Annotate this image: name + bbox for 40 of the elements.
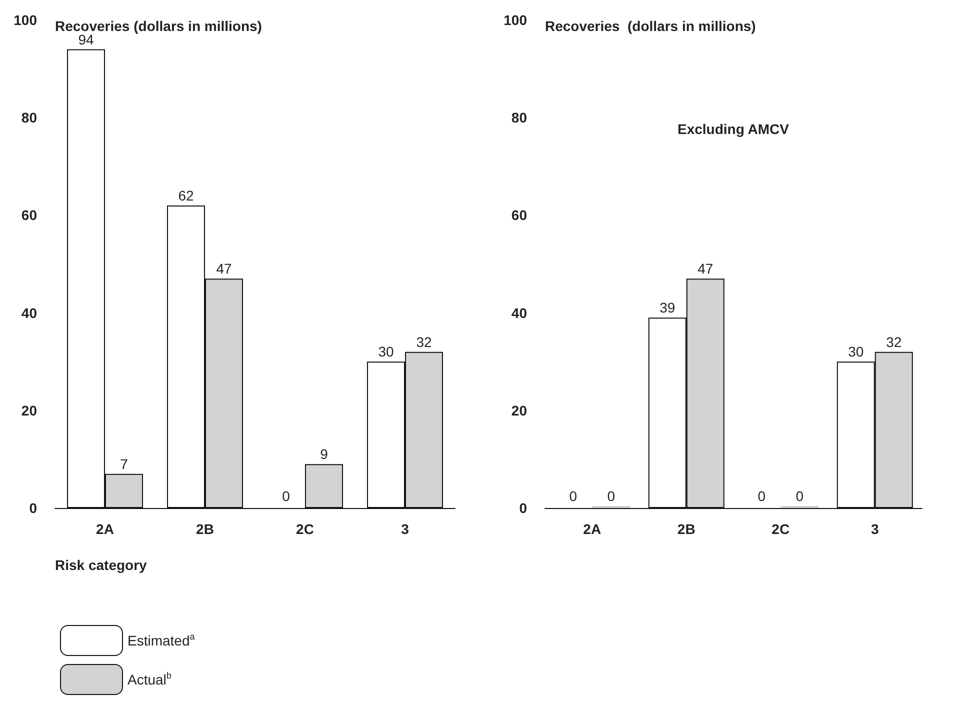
data-label: 47 (216, 260, 232, 277)
data-label: 94 (78, 31, 94, 48)
x-tick-label: 2A (583, 521, 602, 537)
x-tick-label: 2B (196, 521, 214, 537)
x-tick-label: 2A (96, 521, 114, 537)
y-tick-label: 80 (21, 110, 38, 126)
y-tick-label: 0 (519, 500, 528, 516)
data-label: 32 (886, 334, 902, 350)
y-tick-label: 60 (21, 207, 38, 224)
y-axis-title: Recoveries (dollars in millions) (545, 18, 756, 34)
y-tick-label: 100 (504, 12, 528, 28)
data-label: 32 (416, 334, 432, 350)
data-label: 47 (698, 260, 714, 277)
y-axis-title: Recoveries (dollars in millions) (55, 18, 262, 34)
y-tick-label: 40 (21, 304, 38, 321)
data-label: 7 (120, 456, 128, 472)
data-label: 9 (320, 446, 328, 462)
data-label: 0 (569, 488, 578, 504)
y-tick-label: 80 (511, 110, 528, 126)
x-tick-label: 3 (870, 521, 879, 537)
x-tick-label: 2B (677, 521, 696, 537)
x-tick-label: 3 (401, 521, 410, 537)
data-label: 0 (796, 488, 804, 504)
data-label: 30 (848, 344, 864, 360)
y-tick-label: 20 (21, 402, 38, 418)
x-axis-title: Risk category (55, 557, 148, 573)
y-tick-label: 100 (14, 12, 38, 28)
y-tick-label: 0 (29, 500, 38, 516)
data-label: 30 (378, 344, 394, 360)
y-tick-label: 60 (511, 207, 528, 224)
x-tick-label: 2C (296, 521, 314, 537)
data-label: 0 (282, 488, 290, 504)
x-tick-label: 2C (772, 521, 790, 537)
data-label: 0 (758, 488, 766, 504)
annotation: Excluding AMCV (677, 121, 790, 137)
data-label: 62 (178, 187, 194, 204)
y-tick-label: 20 (511, 402, 528, 418)
y-tick-label: 40 (511, 304, 528, 321)
data-label: 0 (607, 488, 616, 504)
data-label: 39 (660, 300, 676, 316)
